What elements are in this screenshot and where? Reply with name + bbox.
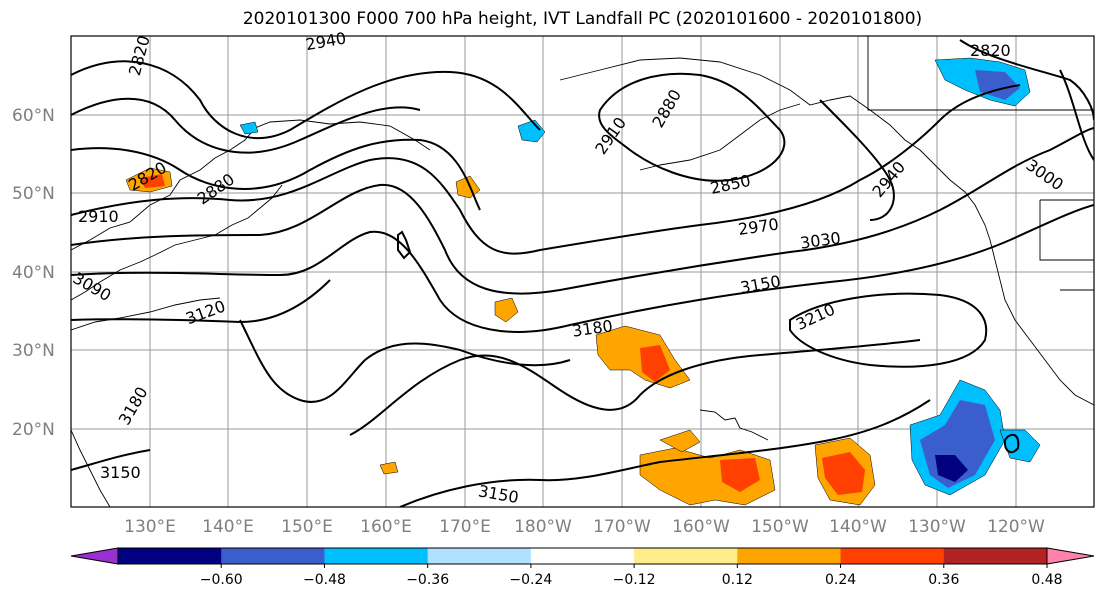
colorbar-segment bbox=[840, 548, 945, 564]
lon-label: 140°W bbox=[829, 517, 887, 537]
colorbar-segment bbox=[427, 548, 532, 564]
lon-label: 170°W bbox=[593, 517, 651, 537]
colorbar-segment bbox=[943, 548, 1048, 564]
colorbar-segment bbox=[634, 548, 738, 564]
contour-label: 2820 bbox=[970, 41, 1011, 60]
lon-label: 130°W bbox=[908, 517, 966, 537]
lon-label: 150°W bbox=[751, 517, 809, 537]
colorbar-tick-label: 0.48 bbox=[1031, 572, 1062, 588]
contour-label: 3150 bbox=[100, 463, 141, 482]
colorbar-segment bbox=[530, 548, 635, 564]
colorbar-tick-label: −0.12 bbox=[613, 572, 656, 588]
lat-label-20n: 20°N bbox=[12, 420, 55, 440]
lat-label-40n: 40°N bbox=[12, 263, 55, 283]
colorbar-tick-label: 0.36 bbox=[928, 572, 959, 588]
lat-label-60n: 60°N bbox=[12, 106, 55, 126]
colorbar-extend-low bbox=[70, 547, 119, 565]
lon-label: 150°E bbox=[281, 517, 333, 537]
chart-title: 2020101300 F000 700 hPa height, IVT Land… bbox=[242, 9, 923, 29]
lon-label: 180°W bbox=[514, 517, 572, 537]
contour-label: 2910 bbox=[78, 207, 119, 226]
colorbar-segment bbox=[324, 548, 429, 564]
lon-label: 160°W bbox=[672, 517, 730, 537]
lat-label-30n: 30°N bbox=[12, 341, 55, 361]
colorbar: −0.60 −0.48 −0.36 −0.24 −0.12 0.12 0.24 0.36 0.4… bbox=[70, 547, 1095, 588]
coastlines bbox=[71, 36, 1094, 507]
lon-label: 170°E bbox=[439, 517, 491, 537]
colorbar-segment bbox=[221, 548, 325, 564]
colorbar-tick-label: −0.48 bbox=[303, 572, 346, 588]
lon-label: 120°W bbox=[987, 517, 1045, 537]
colorbar-tick-label: 0.24 bbox=[825, 572, 856, 588]
ivt-fill bbox=[125, 57, 1041, 506]
lon-label: 140°E bbox=[202, 517, 254, 537]
latitude-labels: 60°N 50°N 40°N 30°N 20°N bbox=[12, 106, 55, 440]
height-contours bbox=[71, 39, 1094, 507]
lat-label-50n: 50°N bbox=[12, 184, 55, 204]
longitude-labels: 130°E 140°E 150°E 160°E 170°E 180°W 170°… bbox=[124, 517, 1045, 537]
colorbar-tick-label: −0.24 bbox=[509, 572, 552, 588]
colorbar-extend-high bbox=[1046, 547, 1095, 565]
colorbar-tick-label: 0.12 bbox=[722, 572, 753, 588]
map-frame bbox=[70, 35, 1095, 508]
gridlines bbox=[71, 36, 1094, 507]
colorbar-tick-label: −0.36 bbox=[406, 572, 449, 588]
lon-label: 130°E bbox=[124, 517, 176, 537]
lon-label: 160°E bbox=[360, 517, 412, 537]
colorbar-frame bbox=[117, 547, 1048, 565]
colorbar-tick-label: −0.60 bbox=[200, 572, 243, 588]
colorbar-segment bbox=[737, 548, 842, 564]
colorbar-segment bbox=[118, 548, 222, 564]
